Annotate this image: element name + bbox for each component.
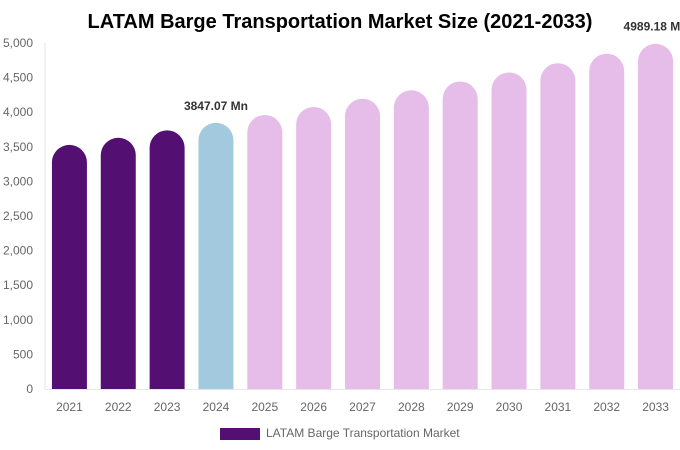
- bar-2033[interactable]: [638, 43, 674, 389]
- legend-swatch[interactable]: [220, 428, 260, 440]
- x-tick-label: 2025: [251, 400, 278, 414]
- x-tick-label: 2028: [398, 400, 425, 414]
- bar-2025[interactable]: [247, 114, 283, 389]
- x-tick-label: 2022: [105, 400, 132, 414]
- x-tick-label: 2024: [203, 400, 230, 414]
- bar-2022[interactable]: [100, 137, 136, 389]
- y-tick-label: 2,500: [3, 209, 33, 223]
- y-tick-label: 4,500: [3, 71, 33, 85]
- data-label: 4989.18 Mn: [624, 20, 680, 34]
- x-tick-label: 2029: [447, 400, 474, 414]
- y-tick-label: 0: [26, 382, 33, 396]
- x-tick-label: 2033: [642, 400, 669, 414]
- y-tick-label: 2,000: [3, 244, 33, 258]
- x-tick-label: 2026: [300, 400, 327, 414]
- bar-2021[interactable]: [51, 144, 87, 389]
- x-tick-label: 2027: [349, 400, 376, 414]
- legend-label[interactable]: LATAM Barge Transportation Market: [266, 426, 460, 440]
- bar-2030[interactable]: [491, 72, 527, 390]
- y-tick-label: 5,000: [3, 36, 33, 50]
- y-tick-label: 3,000: [3, 174, 33, 188]
- x-tick-label: 2023: [154, 400, 181, 414]
- y-tick-label: 4,000: [3, 105, 33, 119]
- x-tick-label: 2030: [496, 400, 523, 414]
- y-tick-label: 1,000: [3, 313, 33, 327]
- x-tick-label: 2031: [545, 400, 572, 414]
- chart-title: LATAM Barge Transportation Market Size (…: [88, 11, 593, 33]
- bar-2027[interactable]: [345, 98, 380, 390]
- y-tick-label: 3,500: [3, 140, 33, 154]
- y-tick-label: 500: [13, 347, 33, 361]
- bar-2023[interactable]: [149, 130, 185, 390]
- x-tick-label: 2021: [56, 400, 83, 414]
- x-tick-label: 2032: [593, 400, 620, 414]
- bar-2029[interactable]: [442, 81, 478, 390]
- bar-2026[interactable]: [296, 106, 332, 390]
- bar-2028[interactable]: [393, 90, 429, 389]
- y-tick-label: 1,500: [3, 278, 33, 292]
- bar-2032[interactable]: [589, 53, 625, 389]
- bar-2031[interactable]: [540, 63, 576, 390]
- bar-2024[interactable]: [198, 122, 234, 389]
- data-label: 3847.07 Mn: [184, 99, 248, 113]
